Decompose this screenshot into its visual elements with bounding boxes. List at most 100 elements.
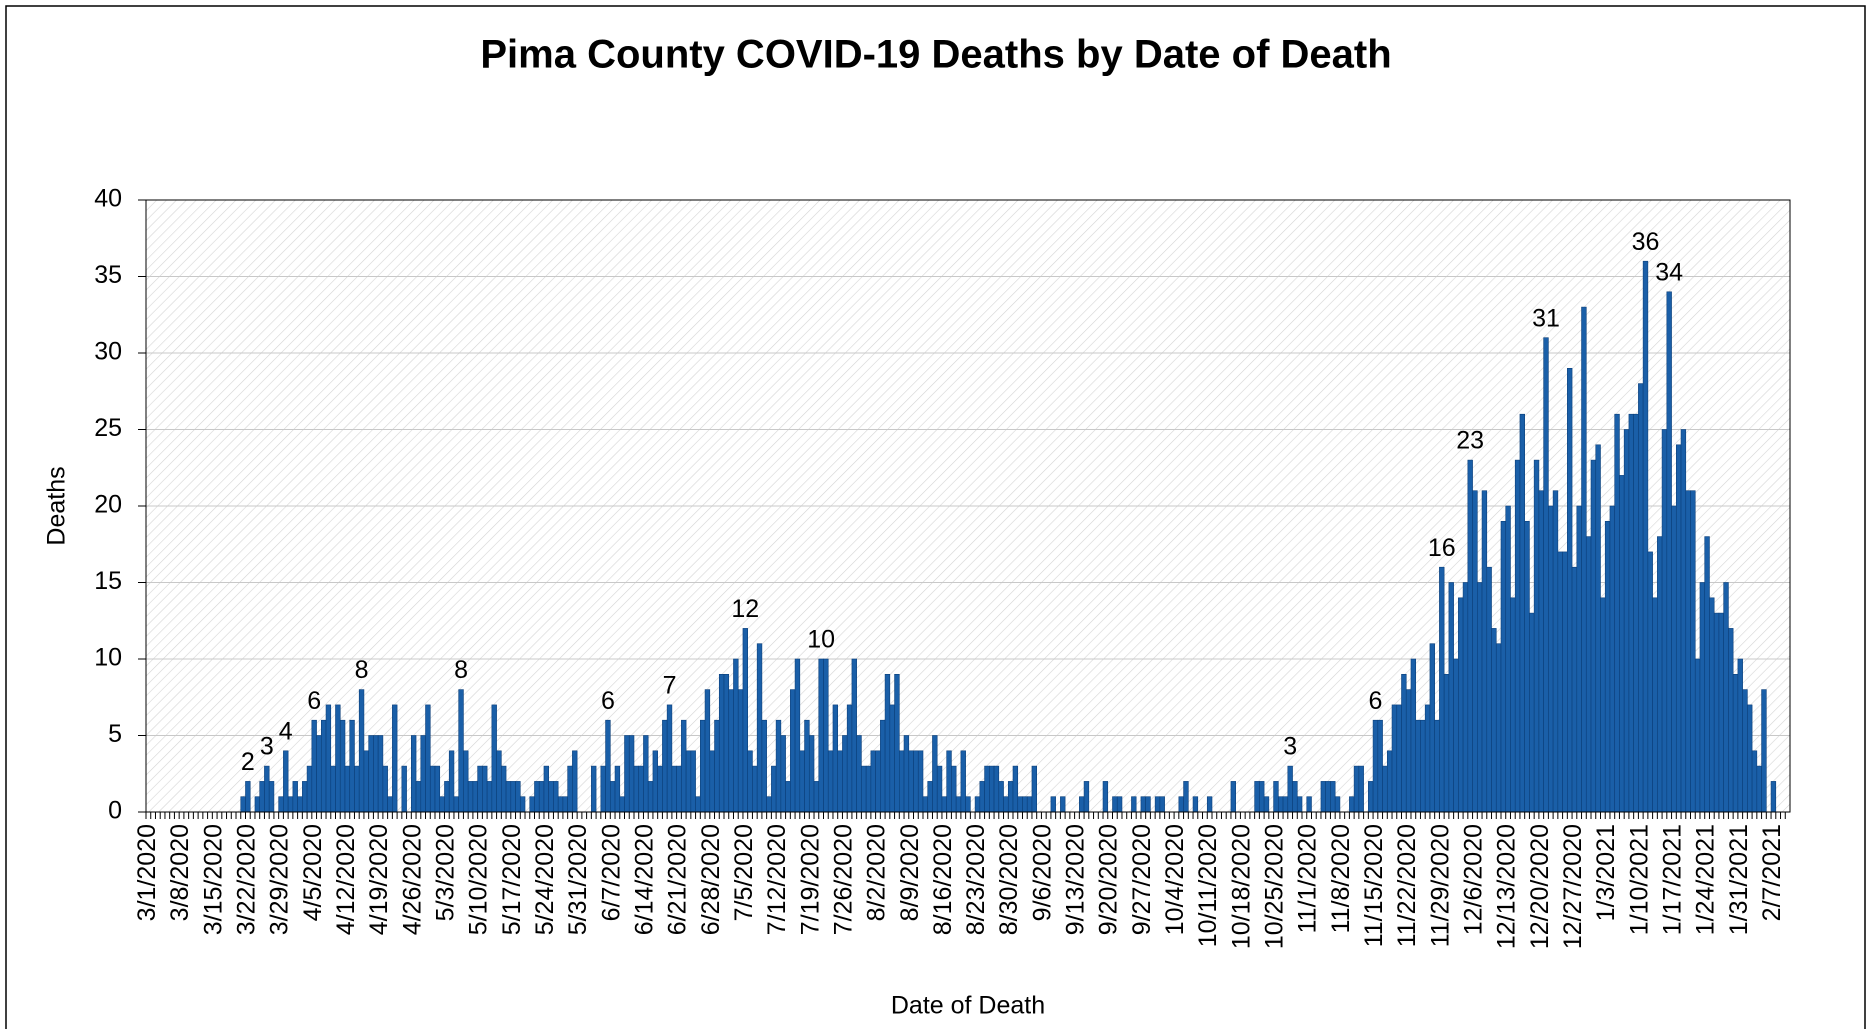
bar <box>1581 306 1587 813</box>
bar <box>861 765 867 813</box>
bar <box>387 796 393 813</box>
bar <box>1278 796 1284 813</box>
bar <box>1349 796 1355 813</box>
bar <box>1671 505 1677 813</box>
bar <box>434 765 441 813</box>
x-tick-label: 6/14/2020 <box>630 824 658 935</box>
bar <box>1619 475 1625 813</box>
bar <box>448 750 455 813</box>
bar <box>1420 719 1426 813</box>
bar <box>1377 719 1383 813</box>
bar <box>1600 597 1606 813</box>
bar <box>1159 796 1165 813</box>
value-label: 6 <box>307 687 321 715</box>
bar <box>482 765 488 813</box>
bar <box>633 765 640 813</box>
x-tick-label: 8/2/2020 <box>863 824 891 921</box>
bar <box>411 735 417 813</box>
bar <box>718 673 725 813</box>
x-tick-label: 3/29/2020 <box>266 824 294 935</box>
bar <box>368 735 374 813</box>
bar <box>1145 796 1151 813</box>
y-tick-label: 0 <box>108 797 122 825</box>
bar <box>723 673 730 813</box>
bar <box>529 796 535 813</box>
bar <box>1680 429 1687 813</box>
bar <box>1562 551 1568 813</box>
bar <box>458 689 464 813</box>
bar <box>320 719 327 813</box>
bar <box>1391 704 1398 813</box>
x-tick-label: 3/15/2020 <box>199 824 227 935</box>
bar <box>1334 796 1341 813</box>
bar <box>1571 566 1578 813</box>
x-tick-label: 7/5/2020 <box>730 824 758 921</box>
bar <box>264 765 270 813</box>
bar <box>941 796 947 813</box>
bar <box>548 781 554 813</box>
bar <box>453 796 459 813</box>
x-tick-label: 8/30/2020 <box>995 824 1023 935</box>
bar <box>780 735 786 813</box>
bar <box>936 765 943 813</box>
x-tick-label: 4/5/2020 <box>299 824 327 921</box>
bar <box>733 658 739 813</box>
x-tick-label: 3/1/2020 <box>133 824 161 921</box>
x-tick-label: 11/22/2020 <box>1393 824 1421 947</box>
y-tick-label: 25 <box>94 414 122 442</box>
bar <box>823 658 829 813</box>
bar <box>1368 781 1374 813</box>
x-tick-label: 5/31/2020 <box>564 824 592 935</box>
x-tick-label: 8/9/2020 <box>896 824 924 921</box>
bar <box>510 781 516 813</box>
bar <box>609 781 616 813</box>
bar <box>614 765 621 813</box>
x-tick-label: 1/17/2021 <box>1659 824 1687 935</box>
bar <box>519 796 526 813</box>
bar <box>681 719 687 813</box>
bar <box>467 781 474 813</box>
plot-border <box>145 199 1791 813</box>
bar <box>894 673 900 813</box>
x-tick-label: 5/10/2020 <box>465 824 493 935</box>
bar <box>1661 429 1668 813</box>
x-tick-label: 6/7/2020 <box>597 824 625 921</box>
bar <box>1026 796 1033 813</box>
x-tick-label: 11/15/2020 <box>1360 824 1388 947</box>
bar <box>790 689 796 813</box>
bar <box>1718 612 1724 813</box>
bar <box>254 796 261 813</box>
bar <box>993 765 1000 813</box>
value-label: 3 <box>1283 733 1297 761</box>
bar <box>899 750 905 813</box>
bar <box>889 704 895 813</box>
x-tick-label: 1/10/2021 <box>1625 824 1653 935</box>
bar <box>1007 781 1014 813</box>
bar <box>979 781 985 813</box>
bar <box>1732 673 1739 813</box>
value-label: 4 <box>279 717 293 745</box>
bar <box>685 750 692 813</box>
bar <box>1737 658 1743 813</box>
bar <box>1401 673 1407 813</box>
bar <box>373 735 379 813</box>
bar <box>496 750 502 813</box>
bar <box>1529 612 1535 813</box>
bar <box>302 781 308 813</box>
bar <box>1628 413 1634 813</box>
bar <box>491 704 497 813</box>
value-label: 12 <box>731 595 759 623</box>
bar <box>553 781 559 813</box>
bar <box>600 765 606 813</box>
bar <box>1699 582 1706 813</box>
bar <box>984 765 990 813</box>
bar <box>1557 551 1563 813</box>
bar <box>1353 765 1360 813</box>
value-label: 2 <box>241 748 255 776</box>
bar <box>363 750 369 813</box>
bar <box>1192 796 1199 813</box>
bar <box>515 781 521 813</box>
bar <box>429 765 436 813</box>
bar <box>1533 459 1540 813</box>
bar <box>1742 689 1748 813</box>
